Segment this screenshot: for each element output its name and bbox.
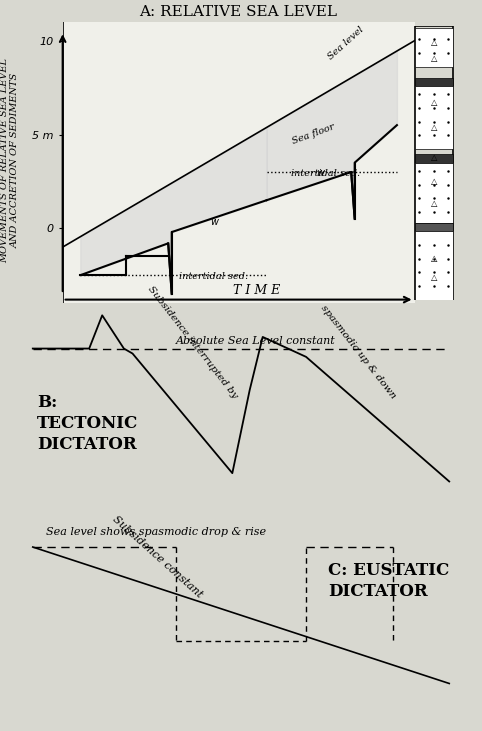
Text: △: △	[430, 54, 437, 63]
Text: intertidal sed.: intertidal sed.	[179, 272, 248, 281]
Text: Subsidence constant: Subsidence constant	[111, 515, 204, 600]
Text: Absolute Sea Level constant: Absolute Sea Level constant	[176, 336, 335, 346]
Text: C: EUSTATIC
DICTATOR: C: EUSTATIC DICTATOR	[328, 562, 449, 600]
Text: B:
TECTONIC
DICTATOR: B: TECTONIC DICTATOR	[37, 394, 138, 452]
Text: w: w	[316, 168, 324, 178]
Title: A: RELATIVE SEA LEVEL: A: RELATIVE SEA LEVEL	[140, 5, 337, 20]
Text: Sea floor: Sea floor	[291, 122, 336, 146]
Text: △: △	[430, 254, 437, 263]
Text: MOVEMENTS OF RELATIVE SEA LEVEL
AND ACCRETION OF SEDIMENTS: MOVEMENTS OF RELATIVE SEA LEVEL AND ACCR…	[0, 58, 19, 263]
Text: Subsidence interrupted by: Subsidence interrupted by	[146, 285, 239, 401]
Bar	[415, 26, 453, 300]
Text: T I M E: T I M E	[232, 284, 280, 297]
Text: △: △	[430, 98, 437, 107]
Text: △: △	[430, 200, 437, 208]
Text: △: △	[430, 153, 437, 162]
Text: intertidal sed.: intertidal sed.	[291, 169, 361, 178]
Bar	[415, 154, 453, 163]
Text: △: △	[430, 37, 437, 47]
Text: Sea level shows spasmodic drop & rise: Sea level shows spasmodic drop & rise	[46, 527, 266, 537]
Text: △: △	[430, 123, 437, 132]
Bar	[415, 223, 453, 231]
Bar	[415, 29, 453, 67]
Bar	[415, 86, 453, 149]
Bar	[415, 77, 453, 86]
Bar	[415, 231, 453, 300]
Text: spasmodic up & down: spasmodic up & down	[319, 303, 398, 401]
Text: w: w	[211, 216, 218, 227]
Text: Sea level: Sea level	[327, 25, 366, 61]
Text: △: △	[430, 178, 437, 186]
Text: △: △	[430, 273, 437, 282]
Bar	[415, 163, 453, 223]
